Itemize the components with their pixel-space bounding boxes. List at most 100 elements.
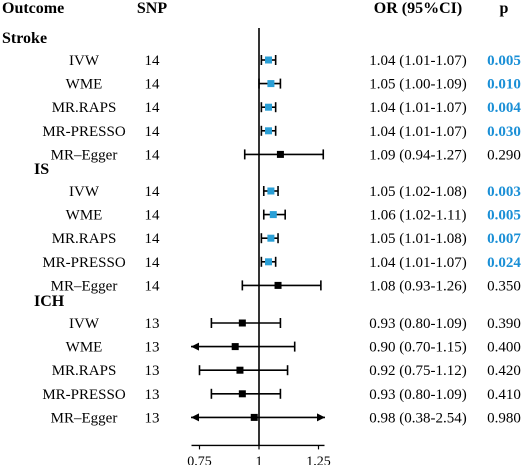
forest-row: MR-PRESSO 14 1.04 (1.01-1.07) 0.030 [42, 124, 521, 140]
forest-row: WME 14 1.06 (1.02-1.11) 0.005 [66, 208, 521, 224]
row-method-label: IVW [69, 184, 100, 200]
row-p-value: 0.030 [487, 124, 521, 140]
row-snp-count: 13 [145, 363, 160, 379]
row-p-value: 0.004 [487, 100, 521, 116]
row-method-label: IVW [69, 53, 100, 69]
point-estimate [238, 390, 246, 398]
point-estimate [274, 281, 282, 289]
row-or-ci: 0.93 (0.80-1.09) [369, 316, 467, 332]
group-stroke: Stroke IVW 14 1.04 (1.01-1.07) 0.005 WME 14 1.0… [2, 30, 521, 163]
row-method-label: MR–Egger [51, 410, 118, 426]
row-snp-count: 14 [145, 255, 161, 271]
row-method-label: MR–Egger [51, 278, 118, 294]
forest-row: MR.RAPS 14 1.04 (1.01-1.07) 0.004 [52, 100, 522, 116]
row-p-value: 0.024 [487, 255, 521, 271]
row-p-value: 0.290 [487, 147, 521, 163]
forest-row: MR–Egger 14 1.09 (0.94-1.27) 0.290 [51, 147, 521, 163]
row-method-label: MR.RAPS [52, 363, 117, 379]
forest-row: IVW 14 1.04 (1.01-1.07) 0.005 [69, 53, 521, 69]
point-estimate [265, 258, 273, 266]
row-or-ci: 0.98 (0.38-2.54) [369, 410, 467, 426]
group-label: ICH [34, 293, 65, 310]
forest-row: IVW 13 0.93 (0.80-1.09) 0.390 [69, 316, 521, 332]
row-p-value: 0.350 [487, 278, 521, 294]
point-estimate [267, 80, 275, 88]
row-method-label: MR-PRESSO [42, 387, 126, 403]
row-or-ci: 1.04 (1.01-1.07) [369, 124, 467, 140]
row-p-value: 0.420 [487, 363, 521, 379]
row-snp-count: 14 [145, 124, 161, 140]
header-snp: SNP [137, 0, 167, 17]
point-estimate [265, 103, 273, 111]
row-snp-count: 14 [145, 184, 161, 200]
point-estimate [236, 366, 244, 374]
header-or-ci: OR (95%CI) [374, 0, 462, 17]
row-snp-count: 13 [145, 316, 160, 332]
forest-rows: Stroke IVW 14 1.04 (1.01-1.07) 0.005 WME 14 1.0… [2, 28, 521, 446]
row-or-ci: 1.09 (0.94-1.27) [369, 147, 467, 163]
forest-row: WME 14 1.05 (1.00-1.09) 0.010 [66, 77, 521, 93]
x-axis: 0.75 1 1.25 [187, 444, 331, 465]
point-estimate [269, 211, 277, 219]
row-snp-count: 13 [145, 410, 160, 426]
row-snp-count: 14 [145, 208, 161, 224]
row-p-value: 0.003 [487, 184, 521, 200]
forest-row: IVW 14 1.05 (1.02-1.08) 0.003 [69, 184, 521, 200]
ci-arrow-right [317, 413, 325, 422]
row-p-value: 0.980 [487, 410, 521, 426]
forest-row: MR–Egger 13 0.98 (0.38-2.54) 0.980 [51, 410, 521, 426]
row-or-ci: 0.92 (0.75-1.12) [369, 363, 467, 379]
row-snp-count: 14 [145, 231, 161, 247]
row-snp-count: 13 [145, 340, 160, 356]
row-method-label: IVW [69, 316, 100, 332]
row-p-value: 0.400 [487, 340, 521, 356]
row-p-value: 0.410 [487, 387, 521, 403]
row-or-ci: 1.04 (1.01-1.07) [369, 255, 467, 271]
point-estimate [267, 234, 275, 242]
x-tick-label: 0.75 [187, 454, 212, 465]
row-method-label: WME [66, 208, 103, 224]
forest-row: MR-PRESSO 13 0.93 (0.80-1.09) 0.410 [42, 387, 521, 403]
row-or-ci: 1.05 (1.00-1.09) [369, 77, 467, 93]
header-p: p [500, 0, 509, 17]
row-or-ci: 1.04 (1.01-1.07) [369, 100, 467, 116]
column-headers: Outcome SNP OR (95%CI) p [2, 0, 509, 17]
row-p-value: 0.007 [487, 231, 521, 247]
row-p-value: 0.010 [487, 77, 521, 93]
row-method-label: MR.RAPS [52, 100, 117, 116]
ci-arrow-left [191, 413, 199, 422]
row-method-label: WME [66, 77, 103, 93]
forest-row: MR–Egger 14 1.08 (0.93-1.26) 0.350 [51, 278, 521, 294]
point-estimate [267, 187, 275, 195]
point-estimate [276, 150, 284, 158]
row-or-ci: 0.90 (0.70-1.15) [369, 340, 467, 356]
group-label: IS [34, 161, 49, 178]
point-estimate [265, 127, 273, 135]
row-method-label: MR–Egger [51, 147, 118, 163]
row-snp-count: 13 [145, 387, 160, 403]
point-estimate [231, 343, 239, 351]
row-snp-count: 14 [145, 147, 161, 163]
header-outcome: Outcome [2, 0, 64, 17]
group-is: IS IVW 14 1.05 (1.02-1.08) 0.003 WME 14 1.06 (1… [34, 161, 521, 294]
x-tick-label: 1.25 [306, 454, 331, 465]
row-or-ci: 1.04 (1.01-1.07) [369, 53, 467, 69]
row-p-value: 0.390 [487, 316, 521, 332]
row-p-value: 0.005 [487, 53, 521, 69]
row-or-ci: 1.05 (1.01-1.08) [369, 231, 467, 247]
row-method-label: MR-PRESSO [42, 124, 126, 140]
point-estimate [238, 319, 246, 327]
x-tick-label: 1 [256, 454, 263, 465]
point-estimate [250, 413, 258, 421]
ci-arrow-left [191, 342, 199, 351]
forest-row: MR.RAPS 14 1.05 (1.01-1.08) 0.007 [52, 231, 522, 247]
forest-row: MR-PRESSO 14 1.04 (1.01-1.07) 0.024 [42, 255, 521, 271]
row-or-ci: 0.93 (0.80-1.09) [369, 387, 467, 403]
row-or-ci: 1.05 (1.02-1.08) [369, 184, 467, 200]
point-estimate [265, 56, 273, 64]
row-snp-count: 14 [145, 77, 161, 93]
row-method-label: WME [66, 340, 103, 356]
row-or-ci: 1.08 (0.93-1.26) [369, 278, 467, 294]
